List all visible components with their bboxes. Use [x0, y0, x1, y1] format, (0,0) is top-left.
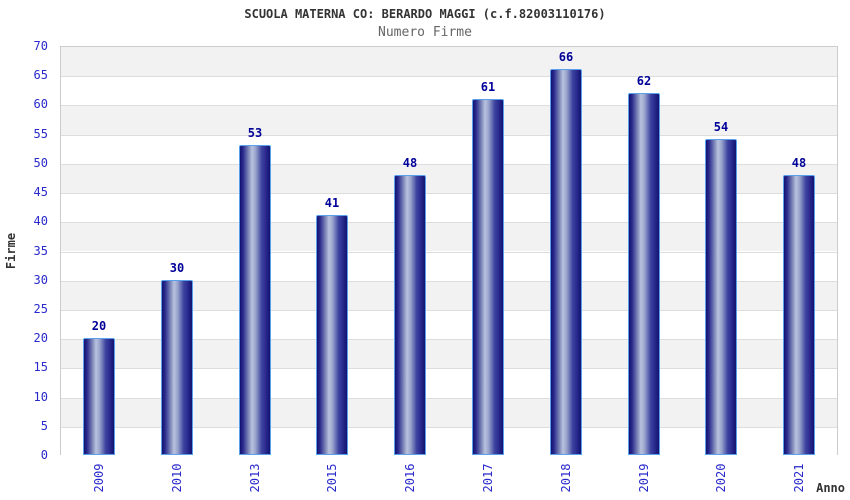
plot-band-55 — [61, 105, 837, 135]
y-tick-label-45: 45 — [33, 185, 48, 199]
y-tick-label-0: 0 — [40, 448, 48, 462]
chart-title: SCUOLA MATERNA CO: BERARDO MAGGI (c.f.82… — [244, 7, 606, 21]
y-tick-label-65: 65 — [33, 68, 48, 82]
bar-value-label-2020: 54 — [713, 120, 729, 134]
x-tick-label-2016: 2016 — [403, 463, 417, 493]
plot-band-60 — [61, 76, 837, 106]
gridline-30 — [61, 281, 837, 282]
bar-value-label-2018: 66 — [558, 50, 574, 64]
gridline-25 — [61, 310, 837, 311]
bar-2016 — [394, 175, 426, 455]
bar-value-label-2021: 48 — [791, 156, 807, 170]
y-tick-label-10: 10 — [33, 390, 48, 404]
y-tick-label-70: 70 — [33, 39, 48, 53]
bar-2010 — [161, 280, 193, 455]
x-tick-label-2017: 2017 — [481, 463, 495, 493]
x-tick-label-2019: 2019 — [637, 463, 651, 493]
gridline-55 — [61, 135, 837, 136]
y-axis-title: Firme — [4, 232, 18, 270]
y-tick-label-20: 20 — [33, 331, 48, 345]
gridline-40 — [61, 222, 837, 223]
gridline-10 — [61, 398, 837, 399]
y-tick-label-40: 40 — [33, 214, 48, 228]
gridline-60 — [61, 105, 837, 106]
gridline-65 — [61, 76, 837, 77]
y-tick-label-35: 35 — [33, 244, 48, 258]
x-tick-label-2020: 2020 — [714, 463, 728, 493]
bar-value-label-2016: 48 — [402, 156, 418, 170]
y-tick-label-5: 5 — [40, 419, 48, 433]
x-tick-label-2015: 2015 — [325, 463, 339, 493]
bar-2013 — [239, 145, 271, 455]
plot-band-65 — [61, 47, 837, 77]
gridline-35 — [61, 252, 837, 253]
bar-value-label-2013: 53 — [247, 126, 263, 140]
y-tick-label-50: 50 — [33, 156, 48, 170]
y-tick-label-25: 25 — [33, 302, 48, 316]
bar-2018 — [550, 69, 582, 455]
gridline-5 — [61, 427, 837, 428]
gridline-45 — [61, 193, 837, 194]
x-axis-title: Anno — [816, 481, 845, 495]
y-tick-label-60: 60 — [33, 97, 48, 111]
y-tick-label-30: 30 — [33, 273, 48, 287]
bar-value-label-2009: 20 — [91, 319, 107, 333]
gridline-20 — [61, 339, 837, 340]
bar-2019 — [628, 93, 660, 455]
bar-2020 — [705, 139, 737, 455]
y-tick-label-15: 15 — [33, 360, 48, 374]
bar-2017 — [472, 99, 504, 455]
bar-2015 — [316, 215, 348, 455]
bar-2021 — [783, 175, 815, 455]
chart-subtitle: Numero Firme — [378, 25, 472, 40]
x-tick-label-2018: 2018 — [559, 463, 573, 493]
bar-2009 — [83, 338, 115, 455]
bar-value-label-2019: 62 — [636, 74, 652, 88]
bar-value-label-2017: 61 — [480, 80, 496, 94]
gridline-50 — [61, 164, 837, 165]
x-tick-label-2010: 2010 — [170, 463, 184, 493]
bar-value-label-2010: 30 — [169, 261, 185, 275]
x-tick-label-2021: 2021 — [792, 463, 806, 493]
gridline-15 — [61, 368, 837, 369]
bar-value-label-2015: 41 — [324, 196, 340, 210]
x-tick-label-2009: 2009 — [92, 463, 106, 493]
y-tick-label-55: 55 — [33, 127, 48, 141]
x-tick-label-2013: 2013 — [248, 463, 262, 493]
